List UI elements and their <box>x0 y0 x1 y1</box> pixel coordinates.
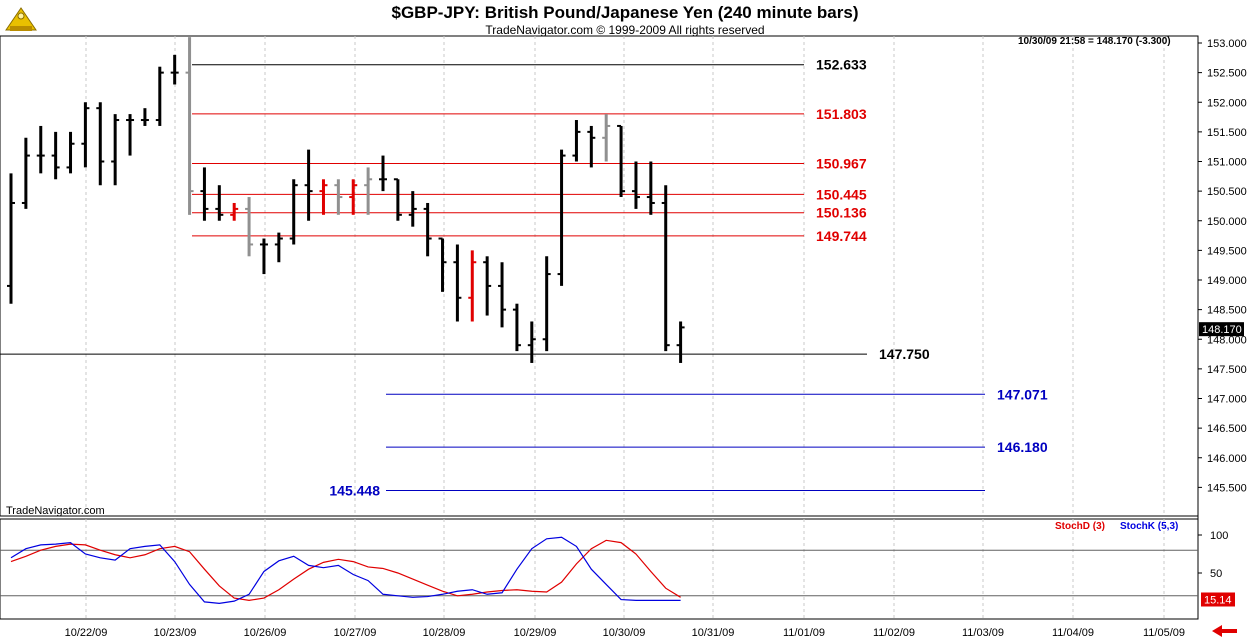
fib-level-label: 146.180 <box>997 439 1048 455</box>
fib-level-label: 151.803 <box>816 106 867 122</box>
y-tick-label: 148.500 <box>1207 305 1247 317</box>
y-tick-label: 149.000 <box>1207 275 1247 287</box>
y-tick-label: 152.000 <box>1207 97 1247 109</box>
x-tick-label: 10/30/09 <box>603 627 646 639</box>
y-tick-label: 146.500 <box>1207 423 1247 435</box>
y-tick-label: 146.000 <box>1207 453 1247 465</box>
x-tick-label: 11/05/09 <box>1143 627 1185 639</box>
x-tick-label: 10/23/09 <box>154 627 197 639</box>
y-tick-label: 153.000 <box>1207 38 1247 50</box>
scroll-left-arrow-icon[interactable] <box>1210 623 1240 644</box>
stochd-legend: StochD (3) <box>1055 521 1105 532</box>
fib-level-label: 150.136 <box>816 205 867 221</box>
y-tick-label: 147.000 <box>1207 394 1247 406</box>
stoch-last-value-box <box>1201 592 1235 607</box>
price-panel <box>0 35 1199 517</box>
x-tick-label: 11/04/09 <box>1052 627 1094 639</box>
stoch-last-value-label: 15.14 <box>1204 594 1232 606</box>
y-tick-label: 149.500 <box>1207 245 1247 257</box>
x-tick-label: 11/01/09 <box>783 627 825 639</box>
last-price-stamp: 10/30/09 21:58 = 148.170 (-3.300) <box>1018 36 1171 47</box>
chart-title: $GBP-JPY: British Pound/Japanese Yen (24… <box>391 3 859 22</box>
brand-text: TradeNavigator.com <box>6 505 105 517</box>
y-tick-label: 147.500 <box>1207 364 1247 376</box>
x-tick-label: 10/28/09 <box>423 627 466 639</box>
stoch-y-tick-label: 50 <box>1210 568 1222 580</box>
x-tick-label: 10/26/09 <box>244 627 287 639</box>
stoch-series-line <box>10 539 681 601</box>
x-tick-label: 10/27/09 <box>334 627 377 639</box>
tradenavigator-logo-icon[interactable] <box>4 4 38 39</box>
x-tick-label: 10/22/09 <box>65 627 108 639</box>
y-tick-label: 145.500 <box>1207 482 1247 494</box>
y-tick-label: 148.000 <box>1207 334 1247 346</box>
stoch-y-tick-label: 100 <box>1210 530 1228 542</box>
fib-level-label: 150.967 <box>816 155 867 171</box>
y-tick-label: 150.000 <box>1207 216 1247 228</box>
y-tick-label: 151.000 <box>1207 157 1247 169</box>
chart-subtitle: TradeNavigator.com © 1999-2009 All right… <box>485 23 765 37</box>
x-tick-label: 10/31/09 <box>692 627 735 639</box>
last-price-label: 148.170 <box>1202 324 1242 336</box>
fib-level-label: 147.750 <box>879 346 930 362</box>
stochk-legend: StochK (5,3) <box>1120 521 1178 532</box>
x-tick-label: 11/02/09 <box>873 627 915 639</box>
last-price-box <box>1199 322 1244 337</box>
fib-level-label: 145.448 <box>329 482 380 498</box>
fib-level-label: 149.744 <box>816 228 867 244</box>
y-tick-label: 151.500 <box>1207 127 1247 139</box>
stoch-series-line <box>10 536 681 605</box>
x-tick-label: 11/03/09 <box>962 627 1004 639</box>
fib-level-label: 147.071 <box>997 386 1048 402</box>
fib-level-label: 150.445 <box>816 186 867 202</box>
fib-level-label: 152.633 <box>816 57 867 73</box>
y-tick-label: 152.500 <box>1207 68 1247 80</box>
x-tick-label: 10/29/09 <box>514 627 557 639</box>
stoch-panel <box>0 518 1199 620</box>
y-tick-label: 150.500 <box>1207 186 1247 198</box>
